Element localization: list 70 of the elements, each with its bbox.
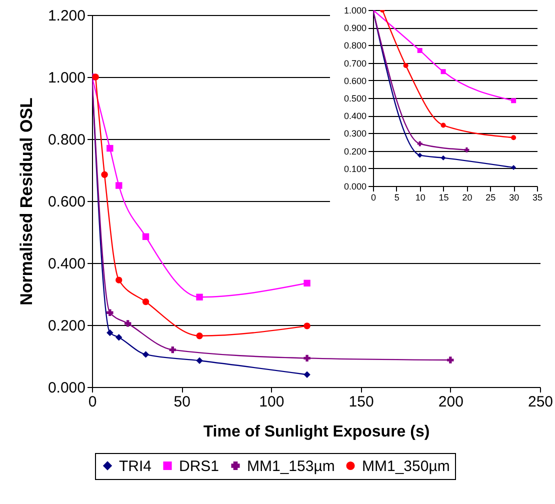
point bbox=[440, 69, 446, 74]
y-tick-label: 0.300 bbox=[344, 128, 366, 139]
point bbox=[511, 135, 516, 140]
point bbox=[304, 322, 310, 330]
x-tick-label: 35 bbox=[532, 192, 543, 202]
y-tick-label: 0.200 bbox=[48, 318, 86, 334]
x-tick-label: 200 bbox=[438, 394, 464, 410]
point bbox=[106, 329, 114, 336]
x-tick-label: 15 bbox=[438, 192, 449, 202]
x-tick-label: 150 bbox=[348, 394, 374, 410]
x-tick-label: 10 bbox=[415, 192, 426, 202]
y-tick-label: 0.400 bbox=[48, 256, 86, 272]
x-tick-label: 0 bbox=[88, 394, 97, 410]
point bbox=[511, 165, 516, 170]
legend-label: MM1_153µm bbox=[247, 458, 335, 475]
point bbox=[417, 48, 422, 53]
y-tick-label: 0.900 bbox=[344, 23, 366, 34]
point bbox=[447, 356, 454, 364]
point bbox=[511, 98, 516, 104]
y-axis-title: Normalised Residual OSL bbox=[16, 98, 36, 306]
point bbox=[142, 298, 150, 306]
point bbox=[106, 309, 114, 316]
point bbox=[440, 122, 446, 128]
x-tick-label: 20 bbox=[462, 192, 472, 202]
x-tick-label: 100 bbox=[259, 394, 284, 410]
point bbox=[304, 280, 310, 287]
point bbox=[196, 332, 203, 340]
point bbox=[106, 144, 114, 152]
y-tick-label: 0.600 bbox=[344, 76, 366, 86]
point bbox=[403, 62, 408, 68]
y-tick-label: 1.000 bbox=[344, 6, 366, 16]
point bbox=[101, 171, 108, 178]
x-tick-label: 30 bbox=[509, 192, 520, 202]
y-tick-label: 1.000 bbox=[48, 70, 86, 86]
point bbox=[417, 141, 422, 146]
point bbox=[304, 354, 310, 362]
point bbox=[142, 233, 150, 240]
legend-label: MM1_350µm bbox=[362, 458, 450, 475]
x-tick-label: 50 bbox=[174, 394, 190, 410]
y-tick-label: 0.500 bbox=[344, 94, 366, 104]
point bbox=[124, 320, 132, 327]
x-tick-label: 5 bbox=[394, 192, 400, 202]
legend-label: DRS1 bbox=[179, 458, 220, 475]
point bbox=[92, 74, 99, 80]
legend-label: TRI4 bbox=[119, 458, 152, 475]
y-tick-label: 0.800 bbox=[48, 132, 86, 148]
point bbox=[169, 346, 176, 354]
y-tick-label: 0.000 bbox=[48, 380, 86, 396]
y-tick-label: 0.800 bbox=[344, 40, 366, 51]
x-tick-label: 250 bbox=[528, 394, 554, 410]
y-tick-label: 0.000 bbox=[344, 182, 366, 192]
y-tick-label: 0.700 bbox=[344, 58, 366, 68]
y-tick-label: 1.200 bbox=[48, 8, 86, 24]
y-tick-label: 0.600 bbox=[48, 194, 86, 210]
y-tick-label: 0.400 bbox=[344, 111, 366, 122]
point bbox=[142, 351, 150, 358]
point bbox=[116, 276, 122, 284]
x-tick-label: 25 bbox=[486, 192, 496, 202]
point bbox=[304, 371, 310, 378]
point bbox=[417, 152, 422, 158]
x-axis-title: Time of Sunlight Exposure (s) bbox=[203, 424, 430, 440]
point bbox=[196, 357, 203, 364]
point bbox=[116, 182, 122, 189]
y-tick-label: 0.200 bbox=[344, 146, 366, 156]
point bbox=[116, 334, 122, 341]
y-tick-label: 0.100 bbox=[344, 164, 366, 174]
x-tick-label: 0 bbox=[370, 192, 376, 202]
point bbox=[440, 155, 446, 160]
point bbox=[196, 294, 203, 300]
point bbox=[464, 147, 470, 152]
